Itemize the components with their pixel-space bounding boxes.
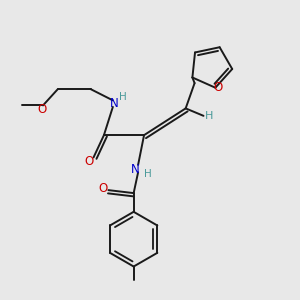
- Text: N: N: [131, 163, 140, 176]
- Text: H: H: [119, 92, 127, 102]
- Text: O: O: [98, 182, 108, 195]
- Text: O: O: [214, 81, 223, 94]
- Text: N: N: [110, 98, 119, 110]
- Text: O: O: [84, 155, 94, 168]
- Text: H: H: [144, 169, 152, 179]
- Text: H: H: [205, 111, 214, 121]
- Text: O: O: [37, 103, 46, 116]
